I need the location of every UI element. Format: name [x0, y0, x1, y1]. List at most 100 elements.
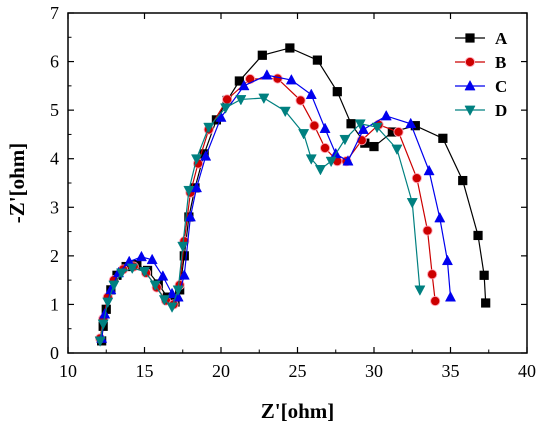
series-b-point	[272, 73, 283, 84]
y-tick-label: 6	[50, 52, 59, 72]
legend-a-label: A	[495, 29, 508, 48]
series-b-point	[430, 295, 441, 307]
series-d-point	[258, 93, 270, 105]
series-d-point	[116, 268, 128, 279]
series-a-point	[369, 141, 379, 152]
series-b-point	[422, 225, 433, 236]
x-tick-label: 30	[365, 361, 383, 381]
series-a-point	[458, 175, 468, 186]
series-b-point	[411, 173, 422, 184]
y-tick-label: 1	[50, 294, 59, 314]
x-tick-label: 40	[518, 361, 536, 381]
y-tick-label: 4	[50, 149, 59, 169]
series-a-point	[285, 43, 295, 53]
series-d-point	[371, 122, 383, 134]
legend-item-a: A	[455, 29, 508, 48]
y-tick-label: 0	[50, 343, 59, 363]
series-d-point	[339, 134, 351, 146]
series-c-point	[157, 270, 169, 281]
series-d-point	[279, 106, 291, 118]
series-c-point	[319, 122, 331, 133]
series-d-point	[177, 241, 189, 253]
series-a-point	[312, 55, 322, 65]
series-b-point	[393, 126, 404, 138]
series-a-point	[438, 133, 448, 143]
y-axis-title: -Z'[ohm]	[5, 143, 29, 224]
series-b-point	[222, 94, 233, 105]
legend-c-label: C	[495, 77, 507, 96]
legend-item-c: C	[455, 77, 507, 96]
legend-b-label: B	[495, 53, 506, 72]
legend-d-label: D	[495, 101, 507, 120]
series-c-point	[238, 79, 250, 91]
series-d-point	[325, 156, 337, 168]
series-c-point	[178, 269, 190, 280]
series-d-point	[158, 295, 170, 306]
series-a-point	[332, 87, 342, 97]
y-axis: 0 1 2 3 4 5 6 7	[50, 3, 527, 363]
series-a-point	[346, 119, 356, 129]
legend-d-marker	[464, 105, 476, 117]
series-d-point	[191, 154, 203, 165]
series-d-point	[97, 319, 109, 330]
series-c-point	[191, 181, 203, 193]
series-d-point	[314, 165, 326, 176]
series-c-point	[184, 210, 196, 222]
series-a-point	[473, 230, 483, 241]
series-c-point	[342, 155, 354, 166]
series-d-point	[94, 336, 106, 347]
x-axis: 10 15 20 25 30 35 40	[59, 13, 536, 381]
series-d-point	[149, 280, 161, 292]
series-d-point	[166, 302, 178, 313]
series-c-point	[357, 123, 369, 134]
series-c-point	[444, 291, 457, 302]
series-d-point	[235, 95, 247, 106]
series-d-point	[172, 285, 184, 296]
series-c-point	[285, 73, 297, 85]
series-d-point	[406, 198, 418, 209]
series-d-point	[203, 122, 215, 134]
series-b-point	[245, 74, 256, 85]
series-d	[94, 93, 426, 347]
series-c	[96, 69, 457, 343]
series-b-point	[309, 120, 320, 131]
series-a-point	[179, 251, 189, 261]
series-b-point	[295, 95, 306, 106]
series-d-point	[354, 119, 366, 130]
series-a-point	[481, 298, 491, 308]
series-d-point	[305, 154, 317, 165]
series-d-point	[298, 129, 310, 140]
series-d-point	[102, 297, 114, 309]
series-d-point	[414, 285, 426, 296]
series-d-point	[126, 263, 138, 275]
series-d-point	[138, 267, 151, 278]
series-a-point	[257, 50, 267, 60]
series-c-point	[441, 254, 453, 266]
series-d-point	[391, 144, 403, 156]
series-c-point	[380, 109, 392, 121]
series-d-line	[99, 97, 421, 341]
x-axis-title: Z'[ohm]	[261, 399, 335, 423]
series-d-point	[108, 280, 120, 292]
y-tick-label: 7	[50, 3, 59, 23]
series-c-point	[200, 150, 212, 161]
legend-item-b: B	[455, 53, 506, 72]
legend-item-d: D	[455, 101, 507, 120]
y-tick-label: 3	[50, 197, 59, 217]
series-d-point	[220, 103, 232, 114]
x-tick-label: 25	[289, 361, 307, 381]
x-tick-label: 35	[442, 361, 460, 381]
series-c-point	[135, 250, 147, 262]
y-tick-label: 2	[50, 246, 59, 266]
series-b-point	[427, 269, 438, 280]
series-c-line	[101, 74, 452, 339]
series-c-point	[405, 117, 417, 129]
series-d-point	[183, 185, 195, 197]
x-tick-label: 15	[136, 361, 154, 381]
legend-b-marker	[464, 56, 476, 68]
series-c-point	[261, 69, 273, 80]
series-b-point	[319, 142, 331, 154]
